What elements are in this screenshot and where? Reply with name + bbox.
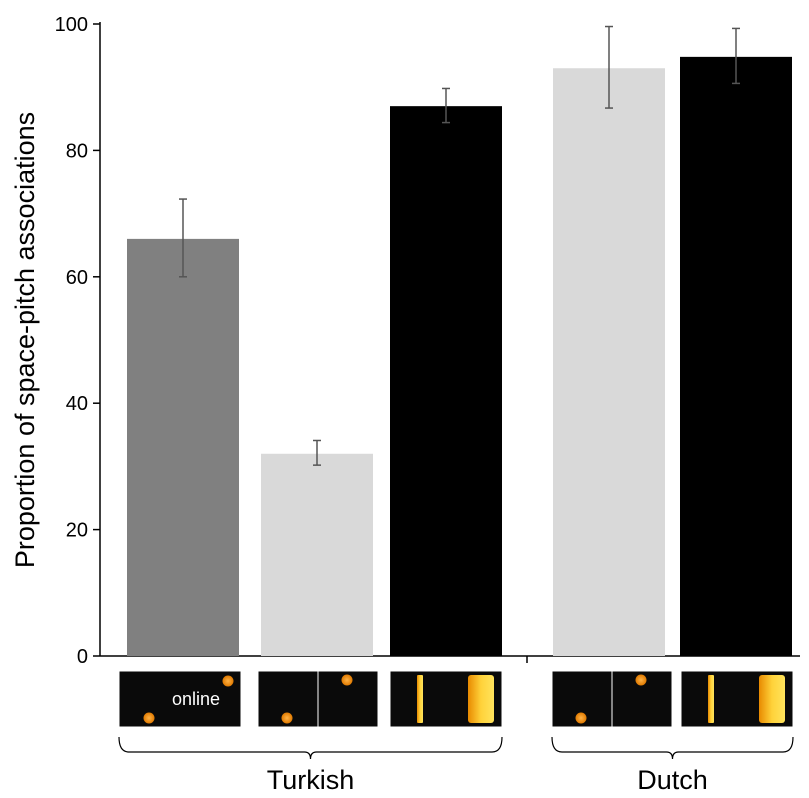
bar	[261, 453, 373, 656]
high-dot-icon	[222, 675, 234, 687]
bar	[127, 238, 239, 656]
thumbnail-panel	[118, 670, 242, 728]
high-dot-icon	[341, 674, 353, 686]
y-tick-label: 100	[55, 14, 88, 36]
y-tick-label: 60	[66, 267, 88, 289]
thin-bar-icon	[708, 675, 714, 723]
stimulus-thumbnail: online	[118, 670, 242, 728]
y-tick-label: 20	[66, 520, 88, 542]
bars	[127, 56, 792, 657]
error-bars	[179, 25, 740, 466]
y-axis-label: Proportion of space-pitch associations	[10, 112, 40, 568]
bar	[680, 56, 792, 656]
thick-bar-icon	[759, 675, 785, 723]
group-label: Dutch	[637, 765, 708, 795]
y-tick-label: 40	[66, 393, 88, 415]
thumbnail-label: online	[172, 689, 220, 709]
high-dot-icon	[635, 674, 647, 686]
stimulus-thumbnails: online	[118, 670, 794, 728]
stimulus-thumbnail	[551, 670, 673, 728]
group-bracket	[118, 736, 503, 760]
bar	[390, 106, 502, 656]
low-dot-icon	[575, 712, 587, 724]
thick-bar-icon	[468, 675, 494, 723]
y-tick-label: 0	[77, 646, 88, 668]
bar	[553, 68, 665, 657]
y-tick-label: 80	[66, 140, 88, 162]
low-dot-icon	[281, 712, 293, 724]
thin-bar-icon	[417, 675, 423, 723]
stimulus-thumbnail	[257, 670, 379, 728]
low-dot-icon	[143, 712, 155, 724]
group-labels: Turkish Dutch	[118, 736, 794, 795]
group-label: Turkish	[267, 765, 355, 795]
thumbnail-panel	[317, 670, 379, 728]
stimulus-thumbnail	[389, 670, 503, 728]
stimulus-thumbnail	[680, 670, 794, 728]
group-bracket	[551, 736, 794, 760]
